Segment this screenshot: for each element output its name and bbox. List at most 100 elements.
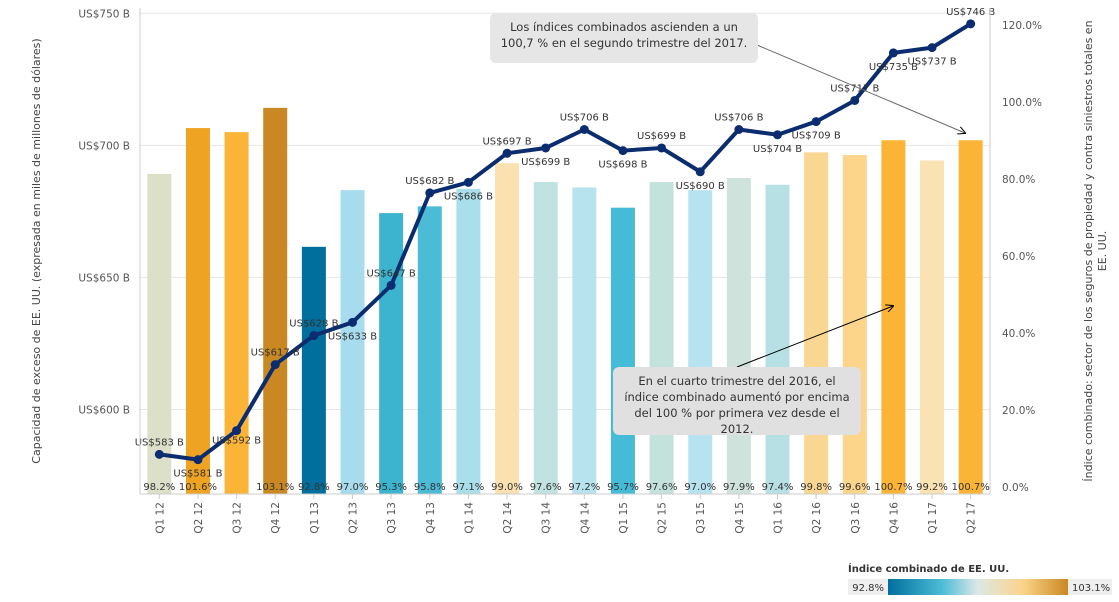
line-value-label: US$583 B — [135, 437, 184, 448]
bar-value-label: 99.0% — [491, 482, 523, 493]
bar-value-label: 97.6% — [530, 482, 562, 493]
bar-value-label: 97.2% — [568, 482, 600, 493]
line-point — [386, 280, 396, 290]
bar — [495, 163, 520, 495]
bar — [920, 160, 945, 494]
bar-value-label: 97.0% — [337, 482, 369, 493]
line-value-label: US$592 B — [212, 436, 261, 447]
bar — [456, 188, 481, 494]
line-point — [811, 117, 821, 127]
y-right-tick-label: 20.0% — [1002, 405, 1035, 417]
bar-value-label: 98.2% — [143, 482, 175, 493]
x-tick-label: Q1 15 — [618, 502, 630, 534]
line-value-label: US$709 B — [792, 131, 841, 142]
x-tick-label: Q1 14 — [463, 502, 475, 534]
y-right-tick-label: 40.0% — [1002, 328, 1035, 340]
annotation-top: Los índices combinados ascienden a un 10… — [490, 13, 758, 63]
x-tick-label: Q2 15 — [657, 502, 669, 534]
legend: Índice combinado de EE. UU. 92.8% 103.1% — [848, 562, 1112, 595]
x-tick-label: Q2 12 — [193, 502, 205, 534]
bar — [881, 140, 906, 495]
legend-min-box — [848, 579, 888, 595]
annotation-bottom: En el cuarto trimestre del 2016, el índi… — [613, 367, 861, 436]
line-point — [966, 19, 976, 29]
bar-value-label: 92.8% — [298, 482, 330, 493]
x-tick-label: Q1 16 — [773, 502, 785, 534]
legend-gradient-bar — [888, 579, 1068, 595]
line-point — [773, 130, 782, 140]
line-value-label: US$699 B — [637, 131, 686, 142]
y-right-axis-title-line2: EE. UU. — [1096, 231, 1109, 272]
line-point — [541, 143, 551, 153]
line-value-label: US$581 B — [173, 469, 222, 480]
bar — [147, 173, 172, 494]
y-right-tick-label: 100.0% — [1002, 97, 1042, 109]
line-value-label: US$628 B — [289, 319, 338, 330]
line-value-label: US$699 B — [521, 157, 570, 168]
line-value-label: US$704 B — [753, 144, 802, 155]
y-right-tick-label: 120.0% — [1002, 20, 1042, 32]
x-tick-label: Q3 16 — [850, 502, 862, 534]
line-point — [657, 143, 667, 153]
line-value-label: US$686 B — [444, 191, 493, 202]
line-value-label: US$706 B — [560, 113, 609, 124]
bar-value-label: 97.9% — [723, 482, 755, 493]
line-point — [309, 331, 319, 341]
x-tick-label: Q3 13 — [386, 502, 398, 534]
bar-value-label: 100.7% — [952, 482, 990, 493]
bar — [301, 246, 326, 494]
bar-value-label: 95.8% — [414, 482, 446, 493]
line-point — [579, 125, 589, 134]
bar-value-label: 97.4% — [762, 482, 794, 493]
line-point — [695, 167, 705, 177]
y-right-tick-label: 80.0% — [1002, 174, 1035, 186]
bar — [263, 107, 288, 494]
bar-value-label: 95.7% — [607, 482, 639, 493]
line-point — [232, 426, 242, 436]
line-point — [734, 125, 744, 134]
x-tick-label: Q3 14 — [541, 502, 553, 534]
legend-title: Índice combinado de EE. UU. — [848, 562, 1009, 575]
y-right-axis-title: Índice combinado: sector de los seguros … — [1082, 20, 1109, 481]
y-right-tick-label: 60.0% — [1002, 251, 1035, 263]
bar-value-label: 99.8% — [800, 482, 832, 493]
line-value-label: US$647 B — [367, 268, 416, 279]
x-tick-label: Q4 16 — [888, 502, 900, 534]
bar — [185, 128, 210, 494]
bar — [572, 187, 597, 494]
line-path — [159, 22, 972, 462]
line-point — [348, 317, 357, 327]
bar-value-label: 100.7% — [874, 482, 912, 493]
x-tick-label: Q2 16 — [811, 502, 823, 534]
line-value-label: US$706 B — [714, 113, 763, 124]
bar — [649, 182, 674, 494]
line-point — [154, 449, 164, 459]
line-value-label: US$737 B — [907, 57, 956, 68]
line-point — [927, 43, 937, 53]
bars — [147, 107, 983, 495]
y-left-tick-label: US$700 B — [78, 140, 130, 152]
annotation-bottom-text: En el cuarto trimestre del 2016, el índi… — [624, 374, 850, 436]
line-point — [425, 188, 435, 198]
line-value-label: US$697 B — [482, 136, 531, 147]
line-value-label: US$617 B — [251, 348, 300, 359]
x-tick-label: Q1 17 — [927, 502, 939, 534]
line-value-label: US$735 B — [869, 62, 918, 73]
x-tick-label: Q4 12 — [270, 502, 282, 534]
annotation-arrow-top — [756, 44, 965, 133]
x-tick-label: Q2 17 — [966, 502, 978, 534]
x-tick-label: Q4 14 — [579, 502, 591, 534]
annotation-arrow-bottom — [736, 306, 893, 368]
bar — [726, 178, 751, 495]
bar-value-label: 101.6% — [179, 482, 217, 493]
line-labels: US$583 B US$581 B US$592 B US$617 B US$628 B… — [135, 7, 996, 480]
x-tick-label: Q4 15 — [734, 502, 746, 534]
bar-labels: 98.2% 101.6% 103.1% 92.8% 97.0% 95.3% 95.8% 97.… — [143, 482, 989, 493]
x-tick-label: Q1 12 — [154, 502, 166, 534]
y-right-tick-label: 0.0% — [1002, 482, 1029, 494]
y-right-axis-title-line1: Índice combinado: sector de los seguros … — [1082, 20, 1095, 481]
bar-value-label: 95.3% — [375, 482, 407, 493]
bar-value-label: 99.6% — [839, 482, 871, 493]
